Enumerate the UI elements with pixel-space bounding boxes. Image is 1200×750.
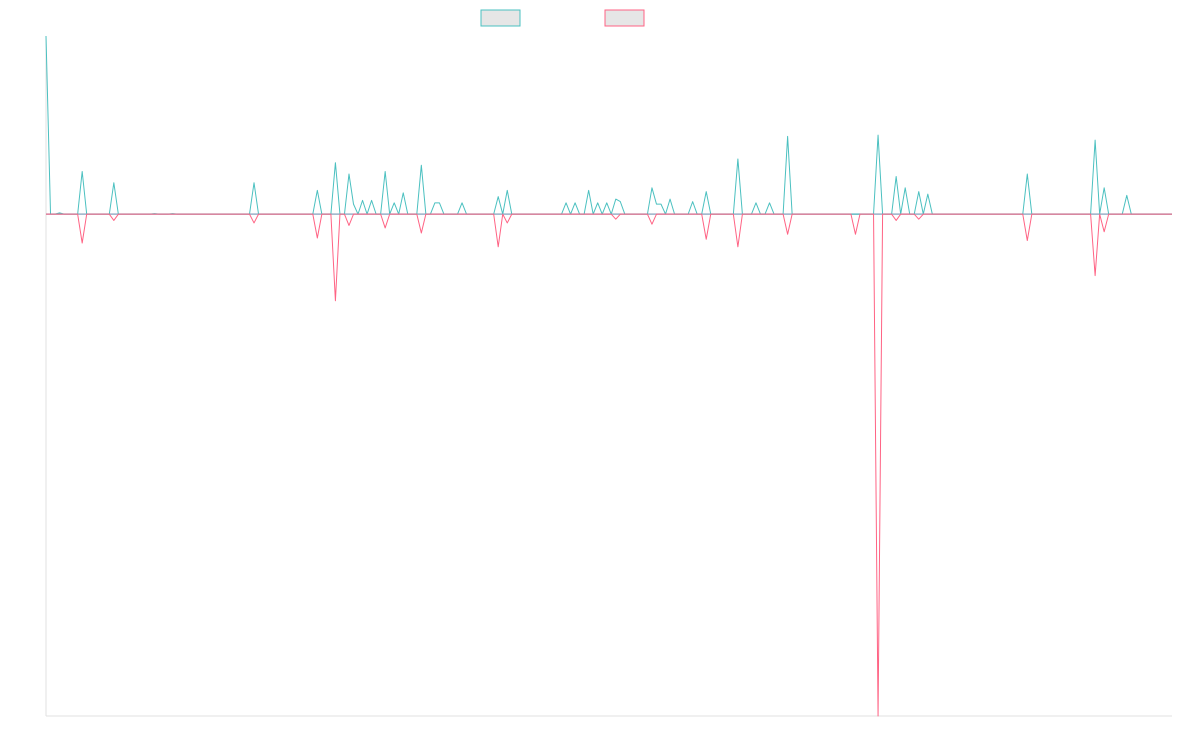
legend [480, 9, 645, 27]
legend-swatch-series-b[interactable] [604, 9, 645, 27]
series-a-line [45, 35, 1172, 215]
axes [45, 36, 1172, 717]
series-b-line [46, 213, 1172, 717]
legend-swatch-series-a[interactable] [480, 9, 521, 27]
series-layer [45, 35, 1172, 717]
